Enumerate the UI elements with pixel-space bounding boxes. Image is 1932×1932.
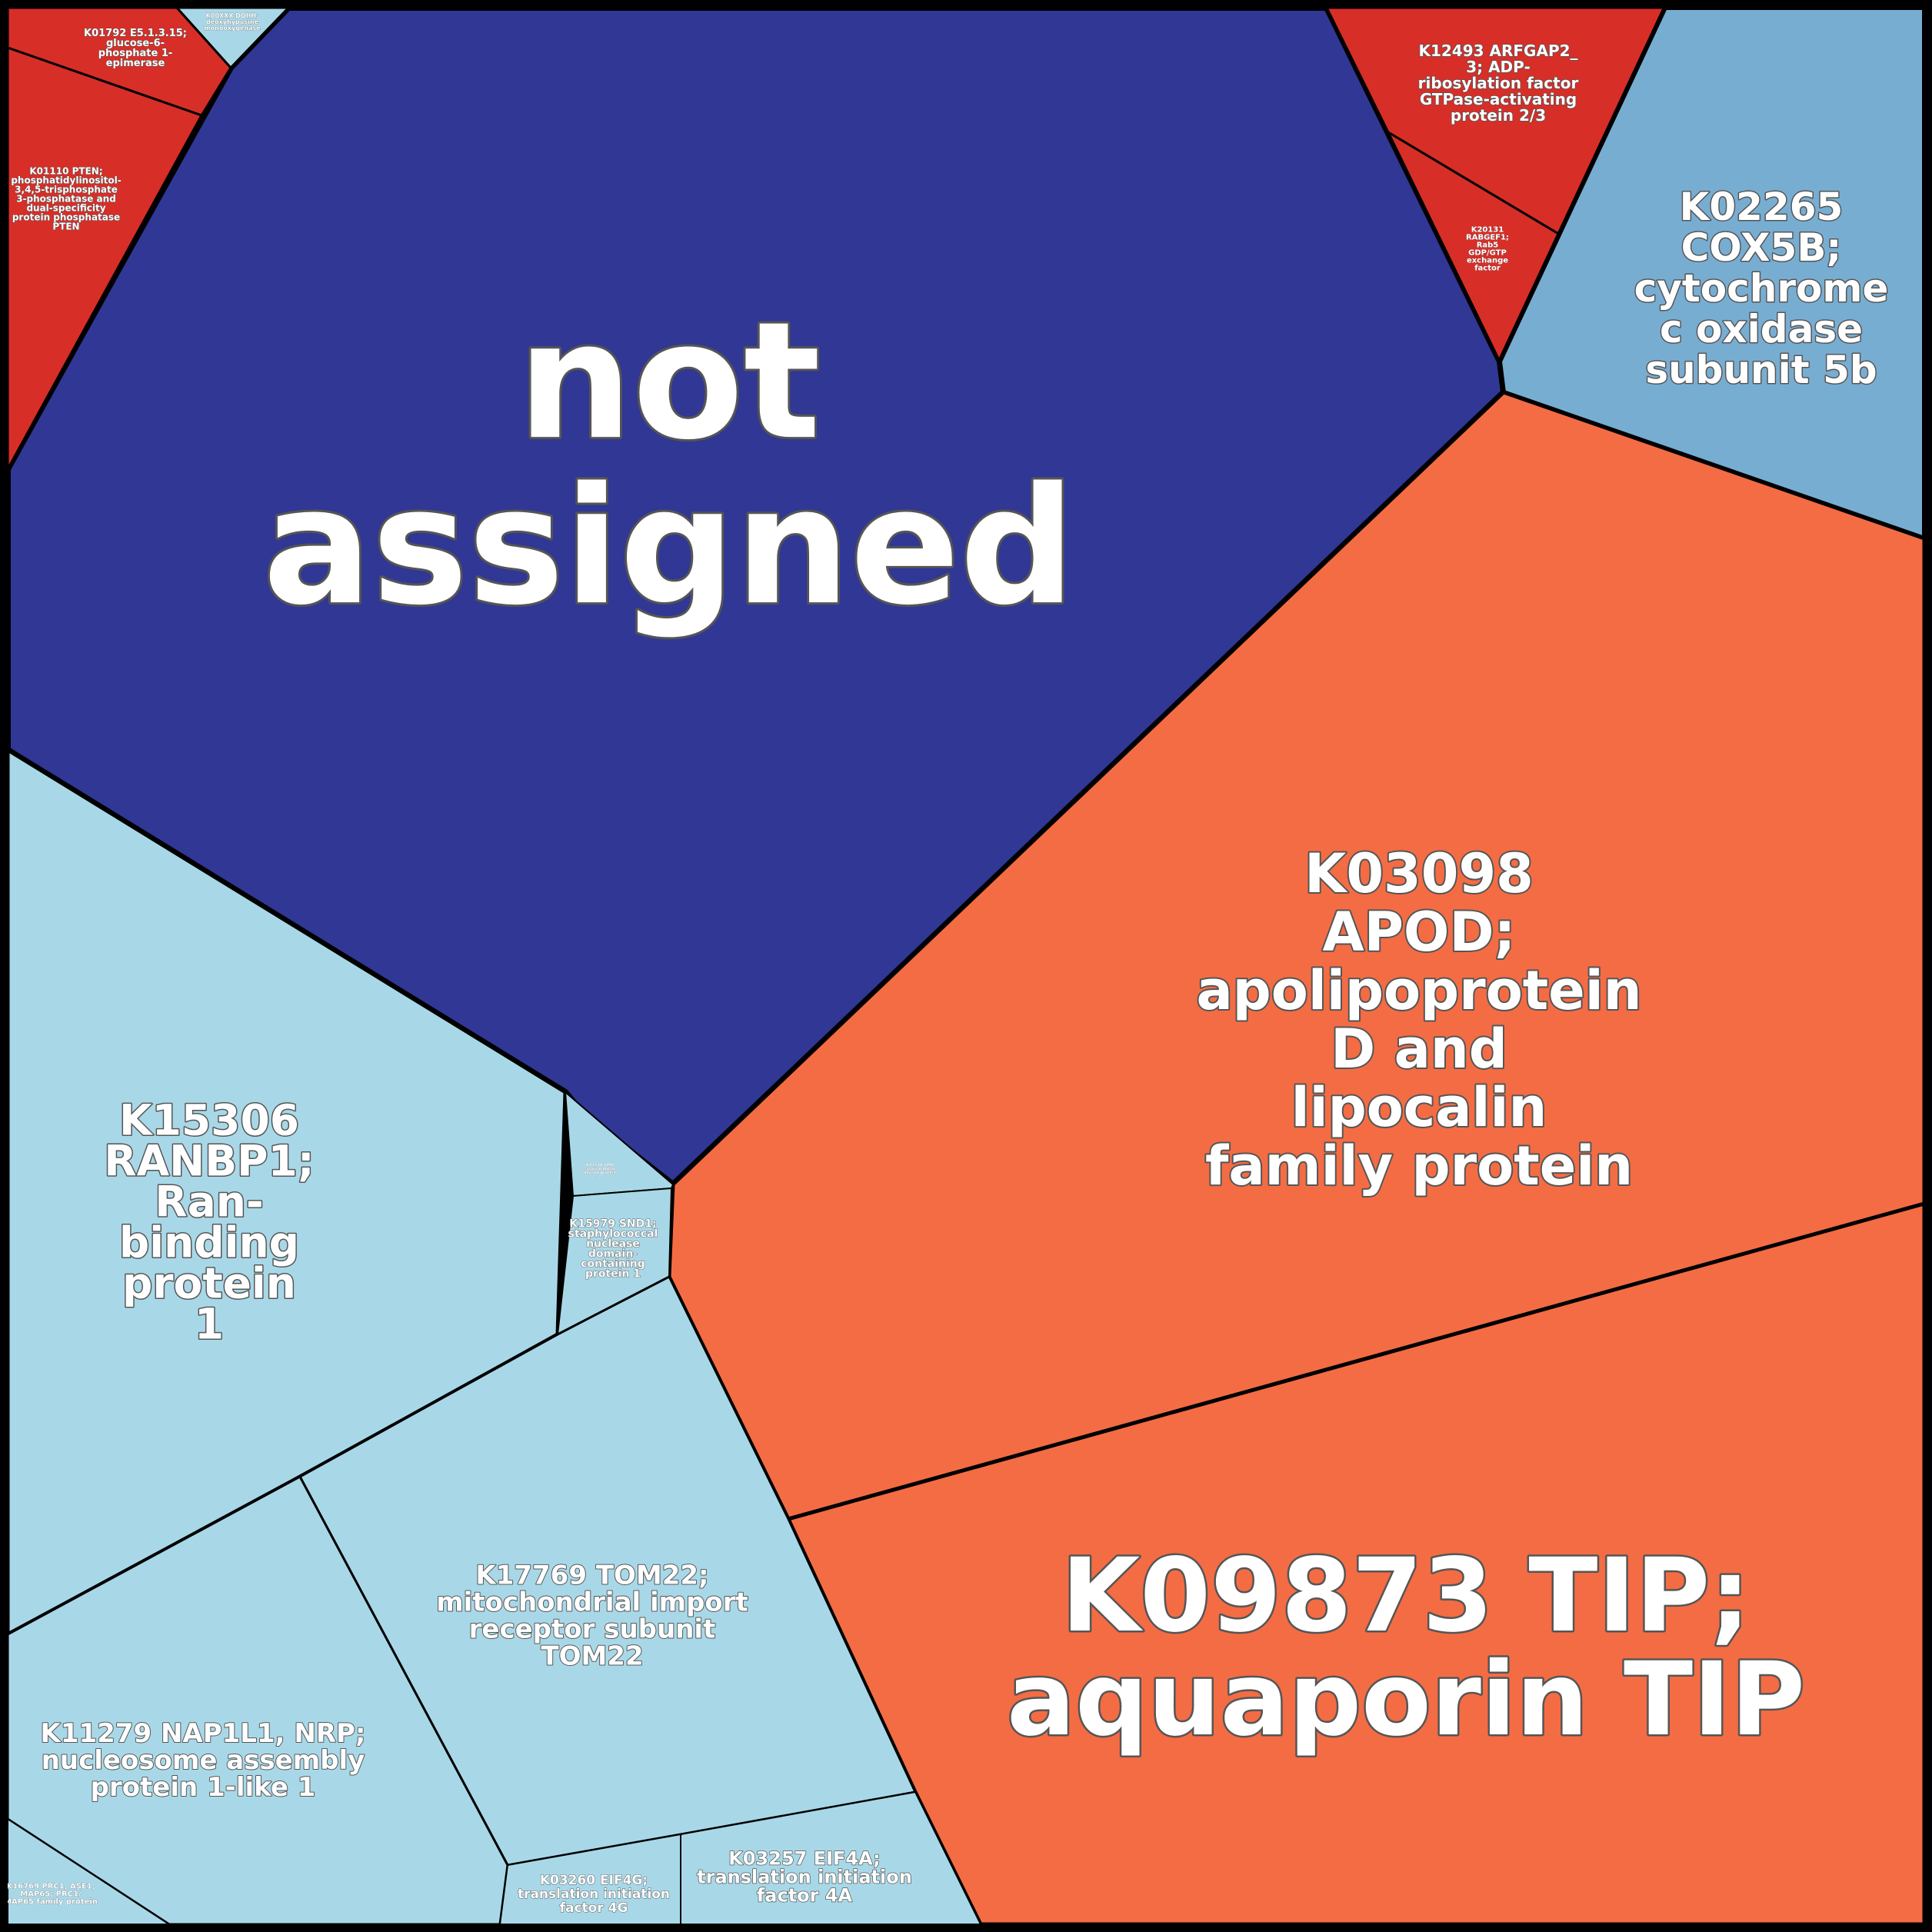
label-line: 3-phosphatase and	[16, 193, 116, 204]
label-line: protein 2/3	[1451, 106, 1546, 125]
label-line: K02265	[1680, 185, 1844, 229]
label-line: RABGEF1;	[1466, 234, 1509, 242]
label-k00xxx-top: K00XXX DOHH; deoxyhypusine monooxygenase	[204, 12, 261, 32]
label-line: Rab5	[1477, 242, 1499, 250]
label-line: nucleosome assembly	[42, 1745, 365, 1776]
label-k03257: K03257 EIF4A; translation initiation facto…	[697, 1848, 912, 1907]
label-line: D and	[1331, 1018, 1507, 1081]
label-k03260: K03260 EIF4G; translation initiation facto…	[518, 1873, 670, 1916]
label-line: PTEN	[52, 221, 79, 232]
label-line: K17769 TOM22;	[475, 1561, 708, 1591]
label-k01110: K01110 PTEN; phosphatidylinositol-3,4,5-t…	[11, 165, 121, 232]
label-line: Ran-	[155, 1177, 263, 1226]
label-line: K03257 EIF4A;	[728, 1848, 880, 1870]
label-line: TOM22	[541, 1641, 643, 1672]
label-line: factor	[1474, 265, 1501, 273]
label-line: GTPase-activating	[1420, 90, 1577, 108]
label-line: K20131	[1471, 226, 1504, 235]
label-line: neuron protein	[584, 1171, 617, 1175]
label-k16xxx: K16769 PRC1, ASE1, MAP65; PRC1/MAP65 fami…	[4, 1883, 98, 1907]
label-line: 3; ADP-	[1466, 58, 1531, 76]
label-line: K01792 E5.1.3.15;	[84, 28, 187, 39]
label-line: K09873 TIP;	[1061, 1537, 1750, 1655]
label-line: translation initiation	[697, 1867, 912, 1888]
label-line: c oxidase	[1660, 307, 1863, 351]
label-k17769: K17769 TOM22; mitochondrial import recepto…	[436, 1561, 748, 1672]
label-line: containing	[581, 1258, 645, 1271]
label-line: phosphatidylinositol-	[11, 175, 121, 185]
label-line: cytochrome	[1634, 266, 1889, 311]
label-line: ribosylation factor	[1418, 74, 1579, 92]
label-not-assigned: not assigned	[263, 287, 1075, 641]
label-k09873: K09873 TIP; aquaporin TIP	[1007, 1537, 1805, 1759]
label-line: exchange	[1467, 257, 1508, 265]
label-line: K04430 SMN	[586, 1163, 614, 1168]
label-line: K03260 EIF4G;	[540, 1873, 648, 1888]
label-k20131: K20131 RABGEF1; Rab5 GDP/GTP exchange factor	[1466, 226, 1509, 273]
label-line: COX5B;	[1681, 225, 1842, 270]
label-line: aquaporin TIP	[1007, 1641, 1805, 1759]
label-line: K11279 NAP1L1, NRP;	[40, 1718, 365, 1749]
label-line: 1	[598, 1174, 601, 1179]
label-line: assigned	[263, 452, 1075, 641]
label-line: not	[518, 287, 821, 475]
label-k02265: K02265 COX5B; cytochrome c oxidase subunit 5…	[1634, 185, 1889, 392]
label-k11279: K11279 NAP1L1, NRP; nucleosome assembly pr…	[40, 1718, 365, 1803]
label-line: K15979 SND1;	[569, 1218, 656, 1231]
label-k15306: K15306 RANBP1; Ran-binding protein 1	[104, 1095, 314, 1348]
label-line: K15306	[119, 1095, 299, 1144]
label-line: APOD;	[1322, 901, 1515, 964]
label-line: factor 4G	[560, 1900, 628, 1916]
label-line: deoxyhypusine	[206, 18, 259, 25]
label-line: protein 1-like 1	[91, 1772, 316, 1803]
label-line: MAP65; PRC1/	[20, 1890, 82, 1899]
label-line: K03098	[1304, 842, 1534, 905]
label-line: 1	[195, 1299, 224, 1348]
label-line: phosphate 1-	[98, 48, 173, 59]
label-line: translation initiation	[518, 1887, 670, 1902]
label-line: K16769 PRC1, ASE1,	[6, 1883, 95, 1891]
label-line: subunit 5b	[1645, 348, 1877, 392]
label-k-tiny-mid: K04430 SMN survival motor neuron protein 1	[584, 1163, 617, 1179]
label-line: apolipoprotein	[1196, 959, 1641, 1022]
label-line: K01110 PTEN;	[29, 165, 102, 176]
label-line: survival motor	[585, 1167, 617, 1171]
label-line: protein	[122, 1258, 296, 1307]
label-line: 3,4,5-trisphosphate	[15, 184, 118, 195]
label-line: nuclease	[586, 1238, 640, 1251]
label-k12493: K12493 ARFGAP2_ 3; ADP-ribosylation facto…	[1418, 42, 1579, 125]
label-line: protein phosphatase	[12, 212, 120, 222]
label-line: protein 1	[585, 1268, 641, 1281]
label-line: RANBP1;	[104, 1136, 314, 1185]
label-line: MAP65 family protein	[4, 1898, 98, 1907]
label-line: epimerase	[106, 58, 165, 69]
label-line: receptor subunit	[469, 1614, 716, 1645]
label-line: lipocalin	[1291, 1076, 1547, 1139]
label-line: family protein	[1205, 1134, 1633, 1198]
label-line: K00XXX DOHH;	[206, 12, 259, 19]
label-line: domain-	[588, 1248, 638, 1261]
label-line: monooxygenase	[204, 25, 261, 32]
label-line: glucose-6-	[106, 38, 165, 49]
label-line: dual-specificity	[26, 202, 105, 213]
label-k15979: K15979 SND1; staphylococcal nuclease domain…	[568, 1218, 658, 1281]
label-line: mitochondrial import	[436, 1587, 748, 1618]
label-line: binding	[119, 1217, 299, 1267]
label-line: GDP/GTP	[1468, 249, 1507, 258]
label-line: K12493 ARFGAP2_	[1418, 42, 1577, 60]
label-line: factor 4A	[757, 1885, 853, 1907]
label-k03098: K03098 APOD; apolipoprotein D and lipocalin f…	[1196, 842, 1641, 1198]
label-k01792: K01792 E5.1.3.15; glucose-6-phosphate 1-e…	[84, 28, 187, 69]
label-line: staphylococcal	[568, 1228, 658, 1241]
